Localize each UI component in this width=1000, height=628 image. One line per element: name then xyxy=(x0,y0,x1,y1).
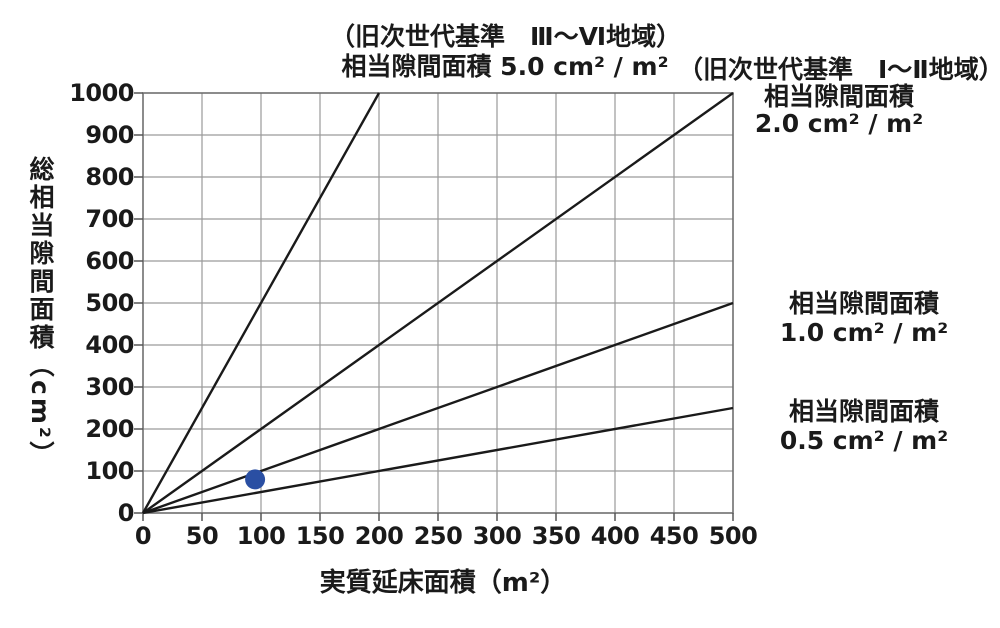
x-axis-title: 実質延床面積（m²） xyxy=(319,568,567,598)
annotation-text: 0.5 cm² / m² xyxy=(779,426,949,455)
y-tick-label: 300 xyxy=(85,373,134,401)
y-tick-label: 100 xyxy=(85,457,134,485)
x-tick-label: 450 xyxy=(649,522,699,550)
x-tick-label: 50 xyxy=(185,522,219,550)
plot-area xyxy=(134,92,734,521)
x-tick-label: 150 xyxy=(295,522,345,550)
y-tick-label: 600 xyxy=(85,247,134,275)
x-tick-label: 300 xyxy=(472,522,522,550)
annotation-text: 2.0 cm² / m² xyxy=(754,109,924,138)
y-tick-label: 400 xyxy=(85,331,134,359)
annotation-text: （旧次世代基準 Ⅰ～Ⅱ地域） xyxy=(678,55,1000,84)
x-tick-label: 400 xyxy=(590,522,640,550)
x-tick-label: 250 xyxy=(413,522,463,550)
y-axis-title-text: 総相当隙間面積 xyxy=(26,156,55,352)
y-axis-title-unit: （cm²） xyxy=(26,352,55,469)
annotation-text: 1.0 cm² / m² xyxy=(779,318,949,347)
y-tick-label: 0 xyxy=(117,499,135,527)
data-point-marker xyxy=(245,469,266,490)
annotation-line-0.5: 相当隙間面積 0.5 cm² / m² xyxy=(758,397,970,455)
series-line xyxy=(141,92,381,514)
series-line xyxy=(142,301,734,515)
y-tick-label: 500 xyxy=(85,289,134,317)
annotation-text: 相当隙間面積 5.0 cm² / m² xyxy=(341,52,669,81)
x-tick-label: 100 xyxy=(236,522,286,550)
annotation-line-5.0: （旧次世代基準 Ⅲ～Ⅵ地域） 相当隙間面積 5.0 cm² / m² xyxy=(330,22,682,82)
x-tick-label: 0 xyxy=(134,522,152,550)
annotation-text: 相当隙間面積 xyxy=(788,289,939,318)
y-tick-label: 200 xyxy=(85,415,134,443)
y-tick-label: 700 xyxy=(85,205,134,233)
annotation-text: 相当隙間面積 xyxy=(763,82,914,111)
annotation-text: （旧次世代基準 Ⅲ～Ⅵ地域） xyxy=(330,22,682,51)
x-tick-label: 500 xyxy=(708,522,758,550)
y-tick-label: 800 xyxy=(85,163,134,191)
series-line xyxy=(142,92,734,514)
y-tick-label: 1000 xyxy=(69,79,134,107)
annotation-text: 相当隙間面積 xyxy=(788,397,939,426)
y-tick-label: 900 xyxy=(85,121,134,149)
x-tick-label: 350 xyxy=(531,522,581,550)
series-line xyxy=(142,406,734,515)
annotation-line-2.0: （旧次世代基準 Ⅰ～Ⅱ地域） 相当隙間面積 2.0 cm² / m² xyxy=(678,56,1000,137)
x-tick-label: 200 xyxy=(354,522,404,550)
y-axis-title: 総相当隙間面積（cm²） xyxy=(22,156,58,469)
annotation-line-1.0: 相当隙間面積 1.0 cm² / m² xyxy=(758,289,970,347)
